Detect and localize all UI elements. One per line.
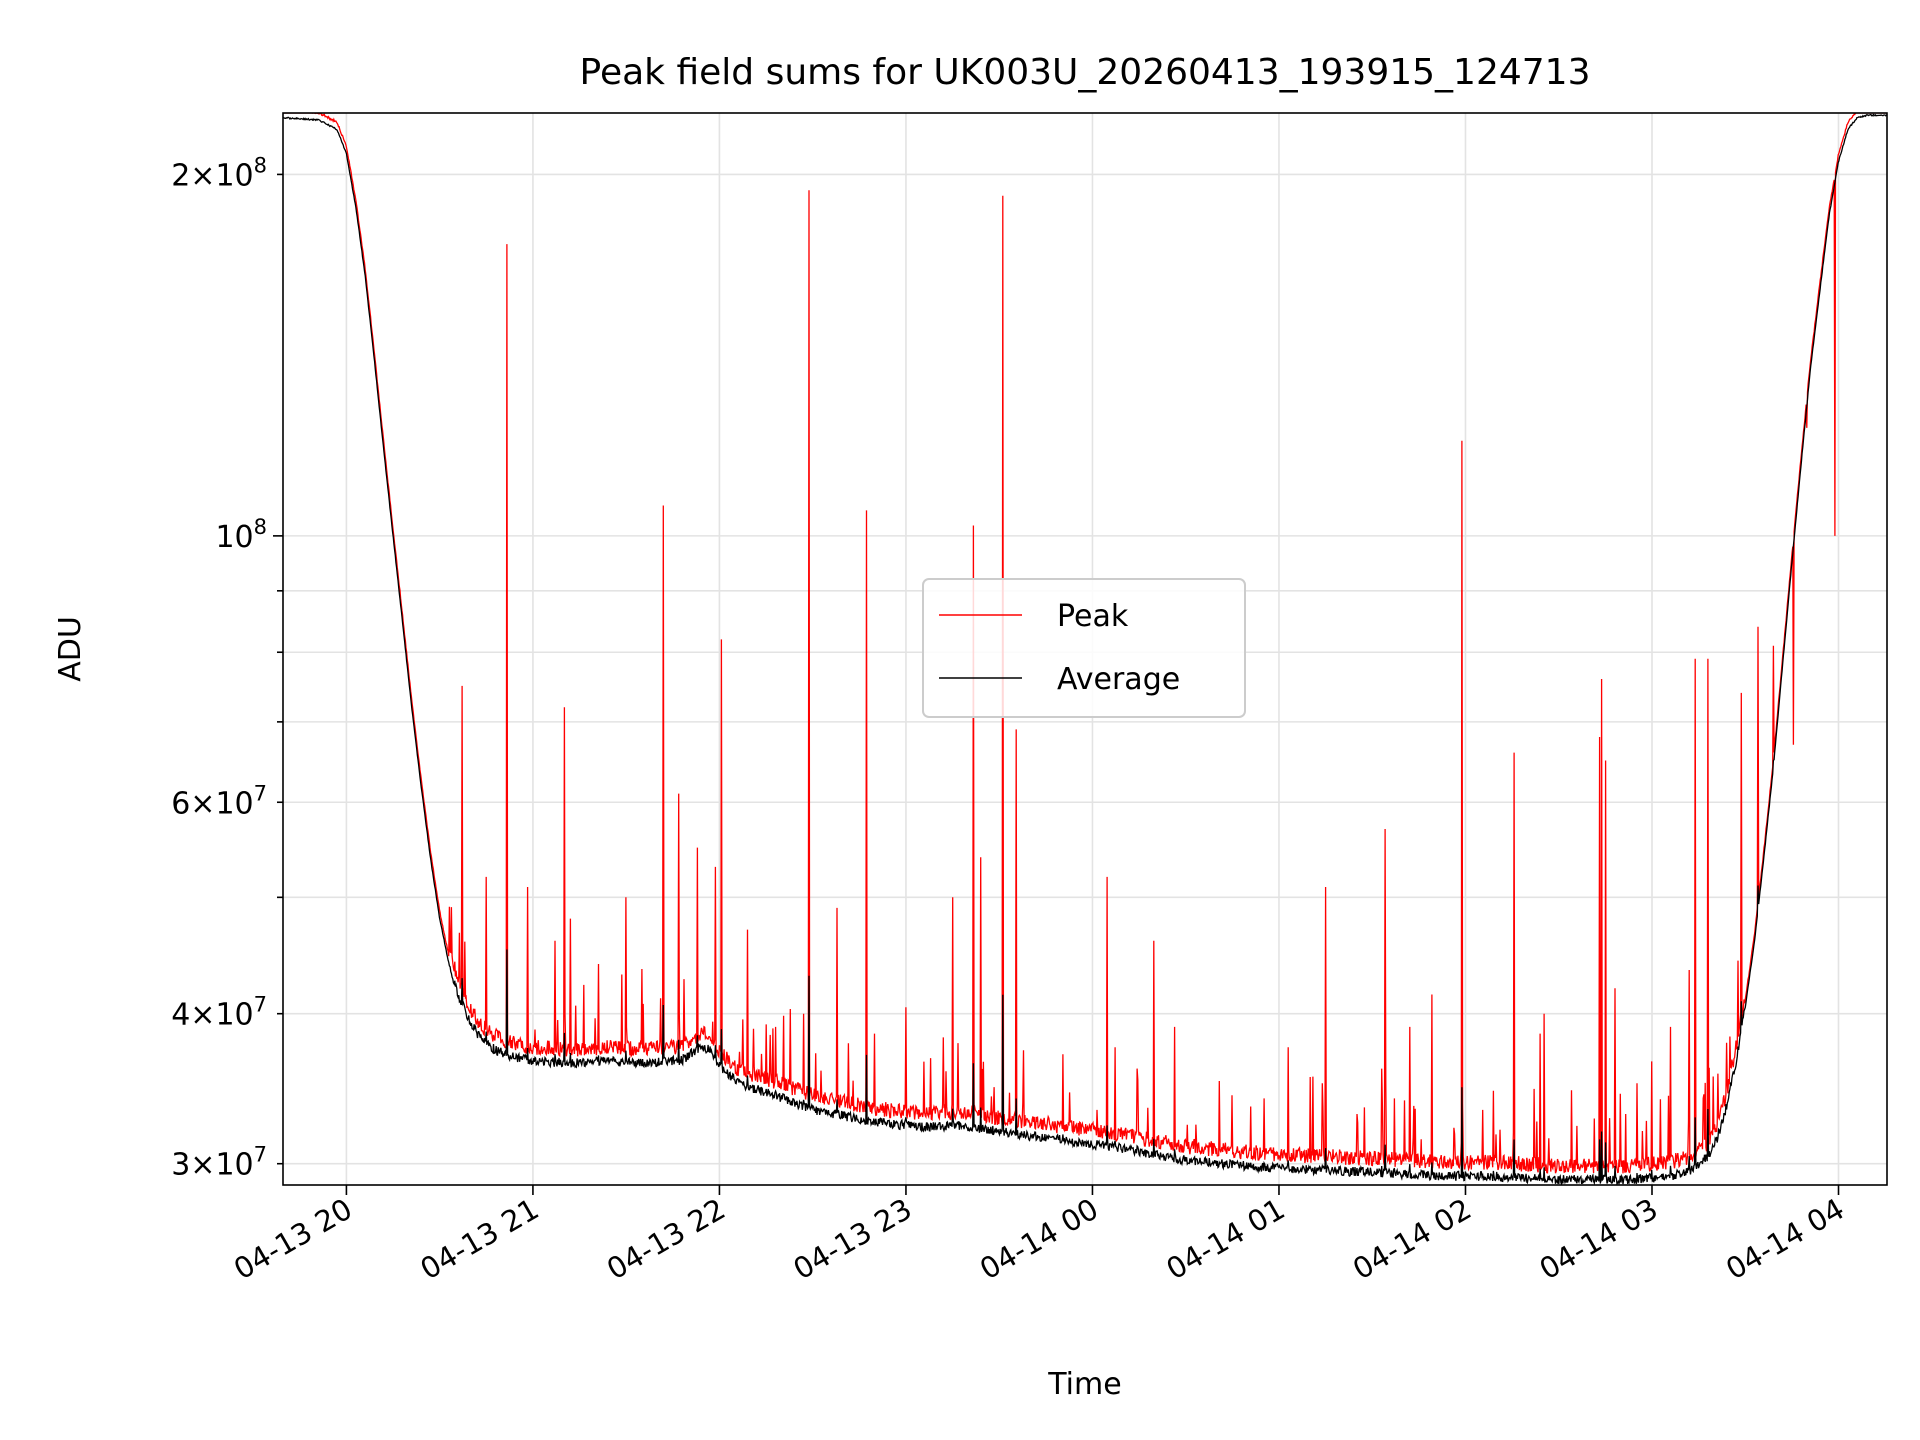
legend-box xyxy=(922,578,1246,718)
y-tick-label: 3×107 xyxy=(171,1143,267,1183)
chart-title: Peak field sums for UK003U_20260413_1939… xyxy=(580,52,1591,93)
x-axis-label: Time xyxy=(1047,1367,1121,1402)
axes-frame xyxy=(282,112,1888,1186)
y-tick-label: 4×107 xyxy=(171,993,267,1033)
y-tick-label: 108 xyxy=(215,515,267,555)
legend: Peak Average xyxy=(922,578,1246,718)
y-tick-label: 6×107 xyxy=(171,781,267,821)
peak-series-line xyxy=(283,113,1887,1174)
plot-area xyxy=(283,113,1887,1185)
y-tick-label: 2×108 xyxy=(171,153,267,193)
legend-peak-label: Peak xyxy=(1057,599,1129,634)
y-axis-label: ADU xyxy=(53,616,88,682)
average-series-line xyxy=(283,113,1887,1185)
y-axis: 108 3×107 4×107 6×107 2×108 xyxy=(171,153,283,1183)
legend-average-label: Average xyxy=(1057,662,1180,697)
